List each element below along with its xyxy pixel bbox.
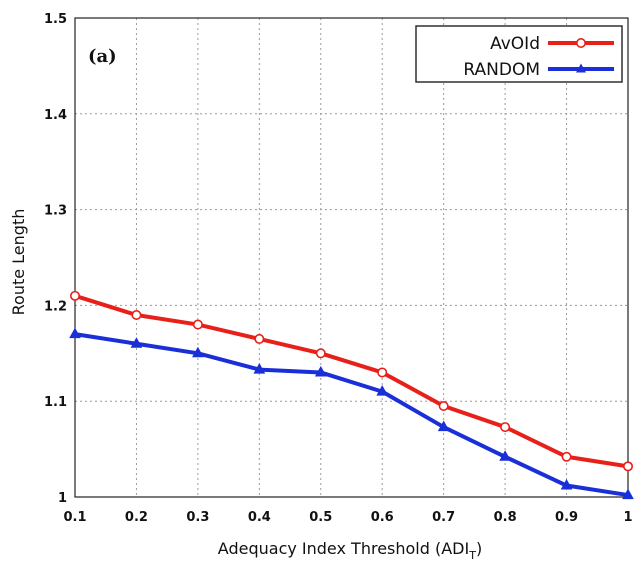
x-tick-label: 1 — [623, 510, 632, 525]
y-tick-labels: 1 1.1 1.2 1.3 1.4 1.5 — [44, 12, 67, 506]
legend-label-avoid: AvOId — [490, 34, 540, 54]
data-point-avoid — [622, 461, 633, 472]
legend-label-random: RANDOM — [463, 60, 540, 80]
data-point-avoid — [131, 309, 142, 320]
y-tick-label: 1.2 — [44, 299, 67, 314]
x-axis-title-main: Adequacy Index Threshold (ADI — [218, 539, 469, 558]
data-point-avoid — [377, 367, 388, 378]
legend-line-avoid — [548, 37, 614, 48]
y-tick-label: 1.5 — [44, 12, 67, 27]
data-point-random — [437, 420, 450, 432]
data-point-avoid — [315, 348, 326, 359]
data-point-random — [314, 365, 327, 377]
x-axis-title: Adequacy Index Threshold (ADIT) — [218, 539, 482, 562]
grid — [74, 17, 629, 498]
x-axis-title-close: ) — [476, 539, 482, 558]
panel-label: (a) — [88, 46, 117, 67]
x-tick-label: 0.1 — [63, 510, 86, 525]
y-axis-title: Route Length — [9, 209, 28, 316]
legend-box — [415, 25, 623, 83]
data-point-avoid — [438, 400, 449, 411]
data-point-avoid — [500, 422, 511, 433]
data-point-random — [560, 478, 573, 490]
x-tick-label: 0.9 — [555, 510, 578, 525]
data-point-avoid — [254, 333, 265, 344]
x-tick-label: 0.2 — [125, 510, 148, 525]
data-point-random — [622, 488, 634, 500]
data-point-random — [253, 363, 266, 374]
legend: AvOId RANDOM — [415, 25, 623, 83]
data-point-random — [130, 337, 143, 348]
legend-sample-marker — [576, 63, 586, 73]
y-tick-label: 1.4 — [44, 108, 67, 123]
legend-sample-marker — [575, 37, 586, 48]
data-point-random — [376, 385, 389, 396]
x-tick-labels: 0.1 0.2 0.3 0.4 0.5 0.6 0.7 0.8 0.9 1 — [63, 510, 632, 525]
y-tick-label: 1 — [58, 491, 67, 506]
data-point-avoid — [192, 319, 203, 330]
x-tick-label: 0.3 — [186, 510, 209, 525]
x-tick-label: 0.7 — [432, 510, 455, 525]
series-line-avoid — [74, 293, 629, 469]
y-tick-label: 1.3 — [44, 204, 67, 219]
data-point-random — [69, 327, 81, 339]
x-tick-label: 0.8 — [494, 510, 517, 525]
x-tick-label: 0.5 — [309, 510, 332, 525]
x-axis-title-subscript: T — [468, 549, 476, 562]
x-tick-label: 0.4 — [248, 510, 271, 525]
series-layer — [69, 290, 634, 500]
data-point-random — [499, 450, 511, 461]
y-tick-label: 1.1 — [44, 395, 67, 410]
plot-frame — [74, 17, 629, 498]
series-line-random — [74, 332, 629, 498]
legend-line-random — [548, 63, 614, 73]
data-point-random — [192, 346, 204, 358]
data-point-avoid — [561, 451, 572, 462]
x-tick-label: 0.6 — [371, 510, 394, 525]
data-point-avoid — [70, 290, 81, 301]
